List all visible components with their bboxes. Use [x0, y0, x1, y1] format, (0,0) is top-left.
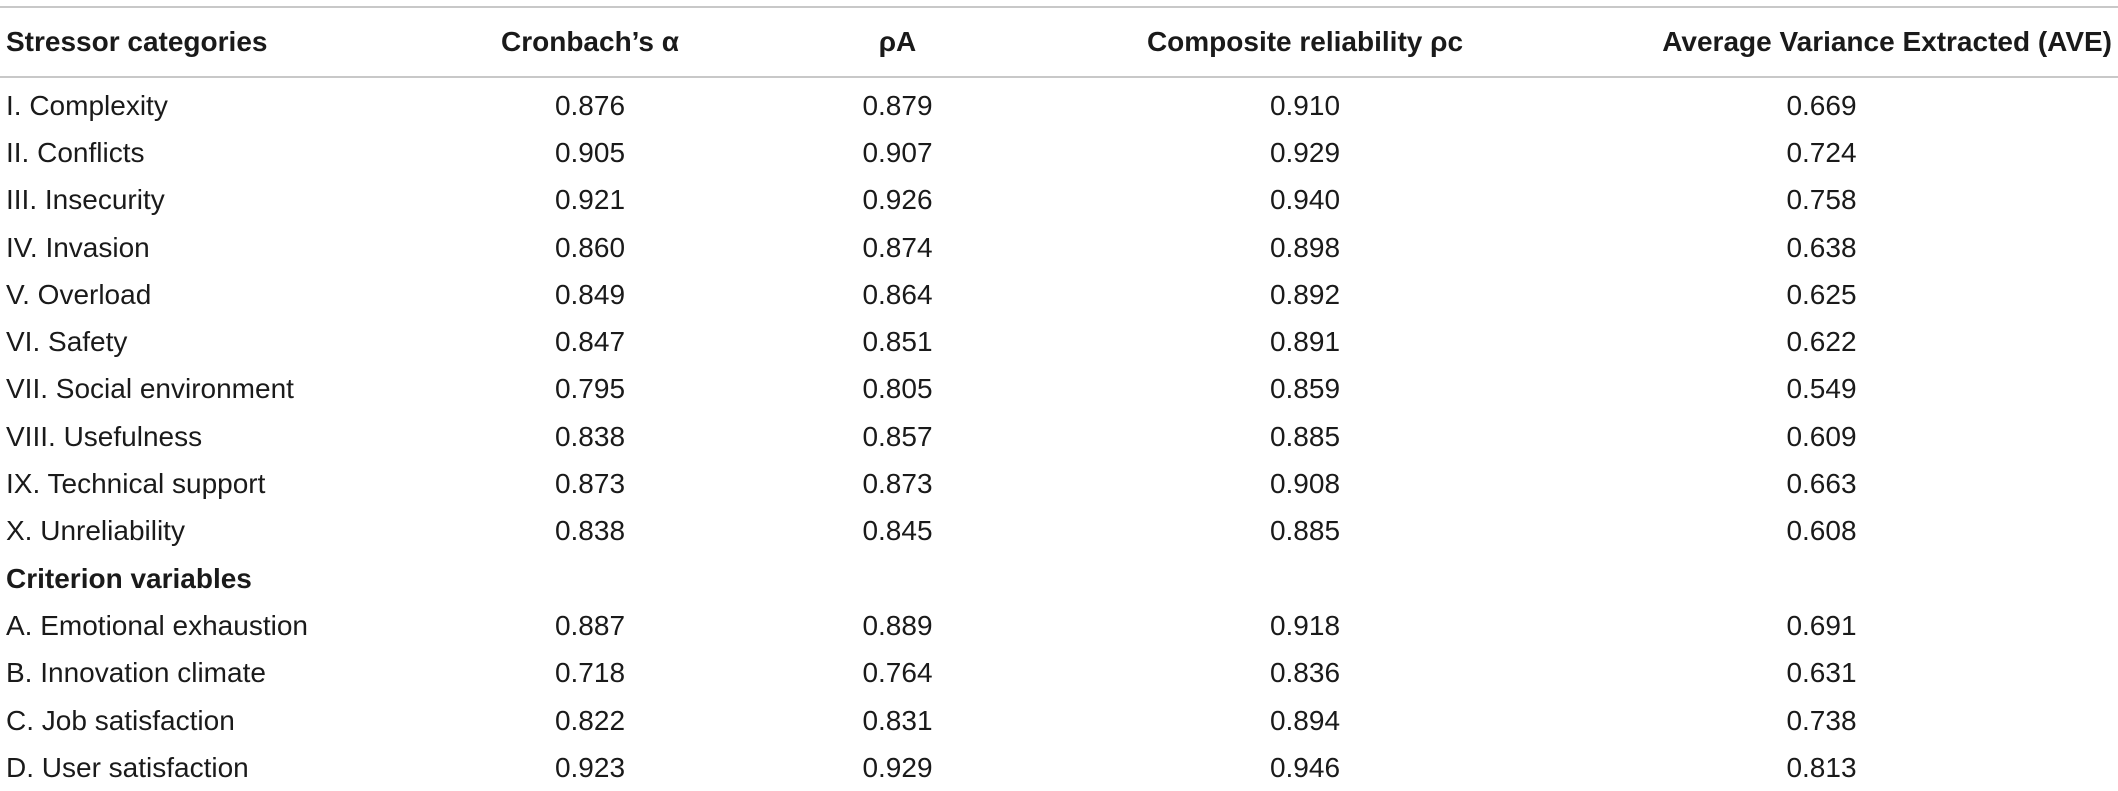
ave-cell: 0.738	[1786, 704, 1857, 736]
table-row: VI. Safety 0.847 0.851 0.891 0.622	[0, 318, 2118, 365]
ave-cell: 0.691	[1786, 609, 1857, 641]
ave-cell: 0.724	[1786, 136, 1857, 168]
composite-reliability-cell: 0.940	[1269, 184, 1341, 216]
ave-cell: 0.813	[1786, 751, 1857, 783]
header-ave: Average Variance Extracted (AVE)	[1662, 26, 2112, 57]
row-label: D. User satisfaction	[6, 751, 249, 783]
table-row: I. Complexity 0.876 0.879 0.910 0.669	[0, 76, 2118, 129]
section-row: Criterion variables	[0, 555, 2118, 602]
table-row: A. Emotional exhaustion 0.887 0.889 0.918 0.…	[0, 602, 2118, 649]
cronbach-alpha-cell: 0.887	[554, 609, 626, 641]
cronbach-alpha-cell: 0.921	[554, 184, 626, 216]
composite-reliability-cell: 0.885	[1269, 420, 1341, 452]
composite-reliability-cell: 0.946	[1269, 751, 1341, 783]
composite-reliability-cell: 0.836	[1269, 657, 1341, 689]
table-row: IV. Invasion 0.860 0.874 0.898 0.638	[0, 224, 2118, 271]
rho-a-cell: 0.929	[862, 751, 933, 783]
rho-a-cell: 0.879	[862, 89, 933, 121]
row-label: VI. Safety	[6, 326, 128, 358]
table-row: II. Conflicts 0.905 0.907 0.929 0.724	[0, 129, 2118, 176]
header-stressor-categories: Stressor categories	[6, 26, 268, 57]
table-row: VII. Social environment 0.795 0.805 0.859 0.…	[0, 366, 2118, 413]
table-row: X. Unreliability 0.838 0.845 0.885 0.608	[0, 508, 2118, 555]
composite-reliability-cell: 0.891	[1269, 326, 1341, 358]
cronbach-alpha-cell: 0.873	[554, 468, 626, 500]
row-label: VIII. Usefulness	[6, 420, 203, 452]
cronbach-alpha-cell: 0.849	[554, 278, 626, 310]
composite-reliability-cell: 0.885	[1269, 515, 1341, 547]
composite-reliability-cell: 0.929	[1269, 136, 1341, 168]
header-cronbach-alpha: Cronbach’s α	[501, 26, 679, 57]
header-row: Stressor categories Cronbach’s α ρA Comp…	[0, 8, 2118, 76]
cronbach-alpha-cell: 0.923	[554, 751, 626, 783]
row-label: B. Innovation climate	[6, 657, 266, 689]
composite-reliability-cell: 0.908	[1269, 468, 1341, 500]
cronbach-alpha-cell: 0.718	[554, 657, 626, 689]
table-body: I. Complexity 0.876 0.879 0.910 0.669 II. Con…	[0, 76, 2118, 791]
rho-a-cell: 0.851	[862, 326, 933, 358]
cronbach-alpha-cell: 0.838	[554, 515, 626, 547]
row-label: IV. Invasion	[6, 231, 150, 263]
ave-cell: 0.758	[1786, 184, 1857, 216]
row-label: A. Emotional exhaustion	[6, 609, 308, 641]
top-rule	[0, 6, 2118, 8]
ave-cell: 0.622	[1786, 326, 1857, 358]
cronbach-alpha-cell: 0.838	[554, 420, 626, 452]
ave-cell: 0.608	[1786, 515, 1857, 547]
header-composite-reliability: Composite reliability ρc	[1146, 26, 1464, 57]
row-label: C. Job satisfaction	[6, 704, 235, 736]
ave-cell: 0.625	[1786, 278, 1857, 310]
cronbach-alpha-cell: 0.905	[554, 136, 626, 168]
composite-reliability-cell: 0.918	[1269, 609, 1341, 641]
ave-cell: 0.638	[1786, 231, 1857, 263]
composite-reliability-cell: 0.910	[1269, 89, 1341, 121]
table-row: III. Insecurity 0.921 0.926 0.940 0.758	[0, 177, 2118, 224]
rho-a-cell: 0.873	[862, 468, 933, 500]
rho-a-cell: 0.764	[862, 657, 933, 689]
ave-cell: 0.663	[1786, 468, 1857, 500]
cronbach-alpha-cell: 0.795	[554, 373, 626, 405]
ave-cell: 0.609	[1786, 420, 1857, 452]
rho-a-cell: 0.874	[862, 231, 933, 263]
cronbach-alpha-cell: 0.847	[554, 326, 626, 358]
ave-cell: 0.669	[1786, 89, 1857, 121]
row-label: III. Insecurity	[6, 184, 165, 216]
ave-cell: 0.549	[1786, 373, 1857, 405]
table-row: V. Overload 0.849 0.864 0.892 0.625	[0, 271, 2118, 318]
table-row: D. User satisfaction 0.923 0.929 0.946 0.813	[0, 744, 2118, 791]
row-label: II. Conflicts	[6, 136, 145, 168]
composite-reliability-cell: 0.898	[1269, 231, 1341, 263]
header-rule	[0, 76, 2118, 78]
row-label: X. Unreliability	[6, 515, 185, 547]
rho-a-cell: 0.845	[862, 515, 933, 547]
rho-a-cell: 0.831	[862, 704, 933, 736]
row-label: I. Complexity	[6, 89, 168, 121]
rho-a-cell: 0.926	[862, 184, 933, 216]
row-label: V. Overload	[6, 278, 152, 310]
rho-a-cell: 0.889	[862, 609, 933, 641]
reliability-table: Stressor categories Cronbach’s α ρA Comp…	[0, 8, 2118, 791]
rho-a-cell: 0.907	[862, 136, 933, 168]
row-label: VII. Social environment	[6, 373, 294, 405]
table-row: C. Job satisfaction 0.822 0.831 0.894 0.738	[0, 697, 2118, 744]
criterion-variables-heading: Criterion variables	[6, 562, 252, 594]
table-row: B. Innovation climate 0.718 0.764 0.836 0.63…	[0, 650, 2118, 697]
rho-a-cell: 0.857	[862, 420, 933, 452]
composite-reliability-cell: 0.892	[1269, 278, 1341, 310]
table-row: VIII. Usefulness 0.838 0.857 0.885 0.609	[0, 413, 2118, 460]
composite-reliability-cell: 0.894	[1269, 704, 1341, 736]
ave-cell: 0.631	[1786, 657, 1857, 689]
row-label: IX. Technical support	[6, 468, 266, 500]
table-row: IX. Technical support 0.873 0.873 0.908 0.66…	[0, 460, 2118, 507]
header-rho-a: ρA	[878, 26, 917, 57]
rho-a-cell: 0.805	[862, 373, 933, 405]
cronbach-alpha-cell: 0.860	[554, 231, 626, 263]
composite-reliability-cell: 0.859	[1269, 373, 1341, 405]
cronbach-alpha-cell: 0.822	[554, 704, 626, 736]
rho-a-cell: 0.864	[862, 278, 933, 310]
cronbach-alpha-cell: 0.876	[554, 89, 626, 121]
